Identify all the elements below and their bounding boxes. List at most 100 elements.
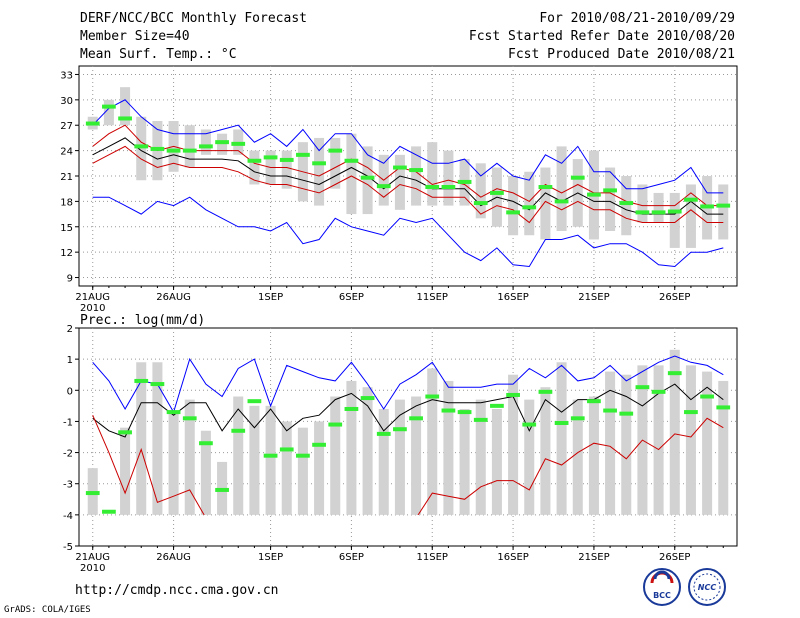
prec-range-box (411, 396, 422, 515)
prec-observed-marker (619, 411, 634, 416)
temp-observed-marker (538, 185, 553, 189)
temp-x-tick-label: 21SEP (578, 292, 609, 303)
temp-x-tick-label: 6SEP (339, 292, 364, 303)
prec-range-box (524, 399, 535, 515)
prec-observed-marker (247, 399, 262, 404)
prec-range-box (297, 427, 308, 515)
header-title: DERF/NCC/BCC Monthly Forecast (80, 11, 307, 26)
prec-range-box (362, 387, 373, 515)
temp-observed-marker (425, 185, 440, 189)
prec-observed-marker (134, 378, 149, 383)
prec-observed-marker (554, 420, 569, 425)
temp-range-box (281, 150, 292, 189)
temp-observed-marker (296, 152, 310, 157)
temp-observed-marker (166, 148, 181, 153)
temp-observed-marker (554, 199, 569, 204)
prec-y-tick-label: -1 (63, 417, 73, 428)
temp-observed-marker (134, 144, 149, 149)
prec-observed-marker (118, 430, 132, 435)
prec-range-box (702, 371, 713, 515)
prec-x-year-label: 2010 (80, 563, 105, 574)
prec-max-line (92, 355, 724, 414)
grads-credit: GrADS: COLA/IGES (4, 605, 91, 615)
temp-range-box (540, 167, 551, 240)
header-produced-date: Fcst Produced Date 2010/08/21 (508, 47, 735, 62)
prec-observed-marker (150, 382, 165, 387)
temp-range-box (184, 125, 195, 168)
temp-observed-marker (215, 140, 229, 145)
prec-range-box (233, 396, 244, 515)
temp-observed-marker (393, 165, 407, 170)
prec-observed-marker (506, 392, 520, 397)
prec-x-tick-label: 26AUG (156, 552, 191, 563)
prec-range-box (168, 412, 179, 515)
temp-observed-marker (360, 175, 375, 180)
prec-range-box (152, 362, 163, 515)
temp-observed-marker (457, 179, 472, 184)
temp-range-box (249, 150, 260, 185)
temp-observed-marker (651, 210, 666, 215)
prec-observed-marker (667, 371, 682, 376)
prec-observed-marker (344, 406, 359, 411)
temp-observed-marker (182, 148, 197, 153)
prec-range-box (314, 421, 325, 515)
temp-observed-marker (279, 157, 294, 162)
prec-x-tick-label: 11SEP (417, 552, 448, 563)
prec-range-box (120, 427, 131, 515)
precipitation-chart: -5 -4 -3 -2 -1 0 1 2 21AUG 26AUG 1SEP 6SEP 11SEP 16SE… (63, 324, 738, 574)
prec-min-line (92, 415, 724, 515)
temp-range-box (653, 192, 664, 223)
prec-observed-marker (296, 453, 310, 458)
temp-range-box (475, 163, 486, 219)
prec-range-box (443, 380, 454, 515)
temp-observed-marker (716, 203, 731, 208)
temp-observed-marker (118, 116, 132, 121)
temp-lower-line (92, 145, 724, 224)
temp-range-box (200, 129, 211, 155)
temp-mean-line (92, 137, 724, 215)
temp-range-box (120, 87, 131, 126)
temp-observed-marker (684, 197, 698, 202)
prec-x-tick-label: 21SEP (578, 552, 609, 563)
temp-y-tick-label: 21 (60, 172, 73, 183)
header-forecast-range: For 2010/08/21-2010/09/29 (539, 11, 735, 26)
prec-observed-marker (199, 441, 213, 446)
prec-y-tick-label: 0 (67, 386, 73, 397)
prec-range-box (265, 405, 276, 515)
bcc-logo-text: BCC (653, 591, 671, 600)
header-variable: Mean Surf. Temp.: °C (80, 47, 237, 62)
temp-observed-marker (522, 205, 537, 210)
prec-observed-marker (85, 491, 100, 496)
temp-range-box (362, 146, 373, 215)
prec-observed-marker (263, 453, 278, 458)
temp-range-box (411, 146, 422, 206)
prec-observed-marker (166, 410, 181, 415)
temp-min-line (92, 196, 724, 268)
temp-y-tick-label: 15 (60, 223, 73, 234)
prec-range-box (427, 368, 438, 515)
prec-x-tick-label: 21AUG (75, 552, 110, 563)
temp-x-tick-label: 26SEP (659, 292, 690, 303)
prec-y-tick-label: -4 (63, 511, 73, 522)
prec-y-tick-label: 2 (67, 324, 73, 335)
temp-y-tick-label: 24 (60, 147, 73, 158)
temp-observed-marker (506, 210, 520, 215)
temp-observed-marker (570, 175, 585, 180)
prec-observed-marker (182, 416, 197, 421)
prec-observed-marker (425, 394, 440, 399)
temp-y-tick-label: 9 (67, 274, 73, 285)
prec-observed-marker (231, 428, 246, 433)
prec-range-box (621, 374, 632, 515)
prec-range-box (200, 430, 211, 515)
temp-observed-marker (263, 155, 278, 160)
prec-range-box (491, 408, 502, 515)
temp-observed-marker (700, 204, 714, 209)
prec-range-box (136, 362, 147, 515)
prec-observed-marker (635, 385, 650, 390)
prec-x-tick-label: 1SEP (258, 552, 283, 563)
prec-range-box (459, 408, 470, 515)
temp-range-box (136, 116, 147, 181)
temp-observed-marker (603, 188, 617, 193)
